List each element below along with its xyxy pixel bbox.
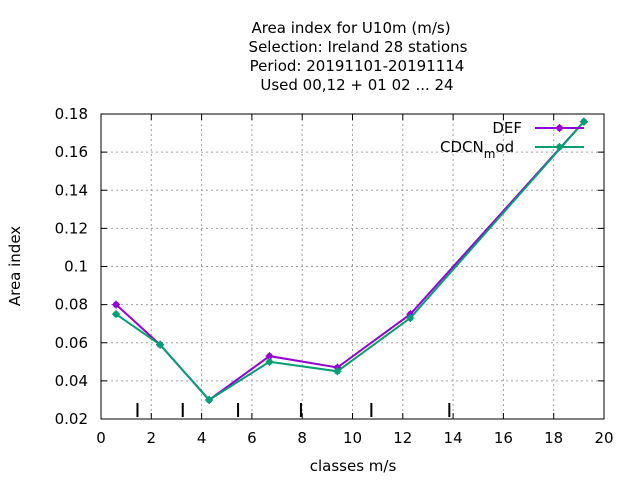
data-point-series-2: [265, 357, 274, 366]
legend-label-cdcn: CDCNmod: [440, 138, 514, 161]
data-point-series-2: [112, 310, 121, 319]
x-tick-label: 12: [393, 429, 412, 447]
legend-label-cdcn-suffix: od: [495, 138, 514, 156]
y-tick-label: 0.14: [55, 181, 88, 199]
legend-label-cdcn-main: CDCN: [440, 138, 484, 156]
y-tick-label: 0.12: [55, 219, 88, 237]
legend-samples: [535, 124, 584, 151]
x-tick-label: 2: [147, 429, 157, 447]
grid: [101, 114, 604, 419]
x-tick-label: 4: [197, 429, 207, 447]
title-line-3: Period: 20191101-20191114: [250, 57, 465, 75]
x-tick-label: 10: [343, 429, 362, 447]
axis-ticks: 0 2 4 6 8 10 12 14 16 18 20 0.02 0.04 0.06 0.08 0.1 0.12…: [55, 105, 614, 447]
y-tick-label: 0.08: [55, 296, 88, 314]
data-point-series-2: [156, 340, 165, 349]
class-markers: [136, 403, 451, 417]
series: [112, 117, 588, 404]
legend-point-2: [555, 143, 564, 151]
y-axis-label: Area index: [6, 226, 24, 306]
data-point-series-1: [265, 352, 274, 361]
y-tick-label: 0.02: [55, 410, 88, 428]
series-line-1: [115, 120, 585, 402]
y-tick-label: 0.18: [55, 105, 88, 123]
data-point-series-2: [333, 367, 342, 376]
x-tick-label: 20: [594, 429, 613, 447]
data-point-series-2: [205, 395, 214, 404]
data-point-series-2: [579, 117, 588, 126]
legend-label-def: DEF: [492, 119, 522, 137]
legend: DEF CDCNmod: [440, 119, 584, 161]
title-line-1: Area index for U10m (m/s): [251, 19, 450, 37]
x-tick-label: 6: [247, 429, 257, 447]
x-axis-label: classes m/s: [310, 457, 397, 475]
x-tick-label: 18: [544, 429, 563, 447]
legend-point-1: [555, 124, 564, 132]
x-tick-label: 8: [297, 429, 307, 447]
title-line-4: Used 00,12 + 01 02 ... 24: [260, 76, 453, 94]
y-tick-label: 0.06: [55, 334, 88, 352]
y-tick-label: 0.04: [55, 372, 88, 390]
legend-label-cdcn-sub: m: [484, 147, 496, 161]
x-tick-label: 16: [494, 429, 513, 447]
data-point-series-2: [406, 313, 415, 322]
x-tick-label: 0: [96, 429, 106, 447]
x-tick-label: 14: [444, 429, 463, 447]
chart-title: Area index for U10m (m/s) Selection: Ire…: [249, 19, 468, 94]
data-point-series-1: [112, 300, 121, 309]
y-tick-label: 0.16: [55, 143, 88, 161]
y-tick-label: 0.1: [64, 258, 88, 276]
title-line-2: Selection: Ireland 28 stations: [249, 38, 468, 56]
